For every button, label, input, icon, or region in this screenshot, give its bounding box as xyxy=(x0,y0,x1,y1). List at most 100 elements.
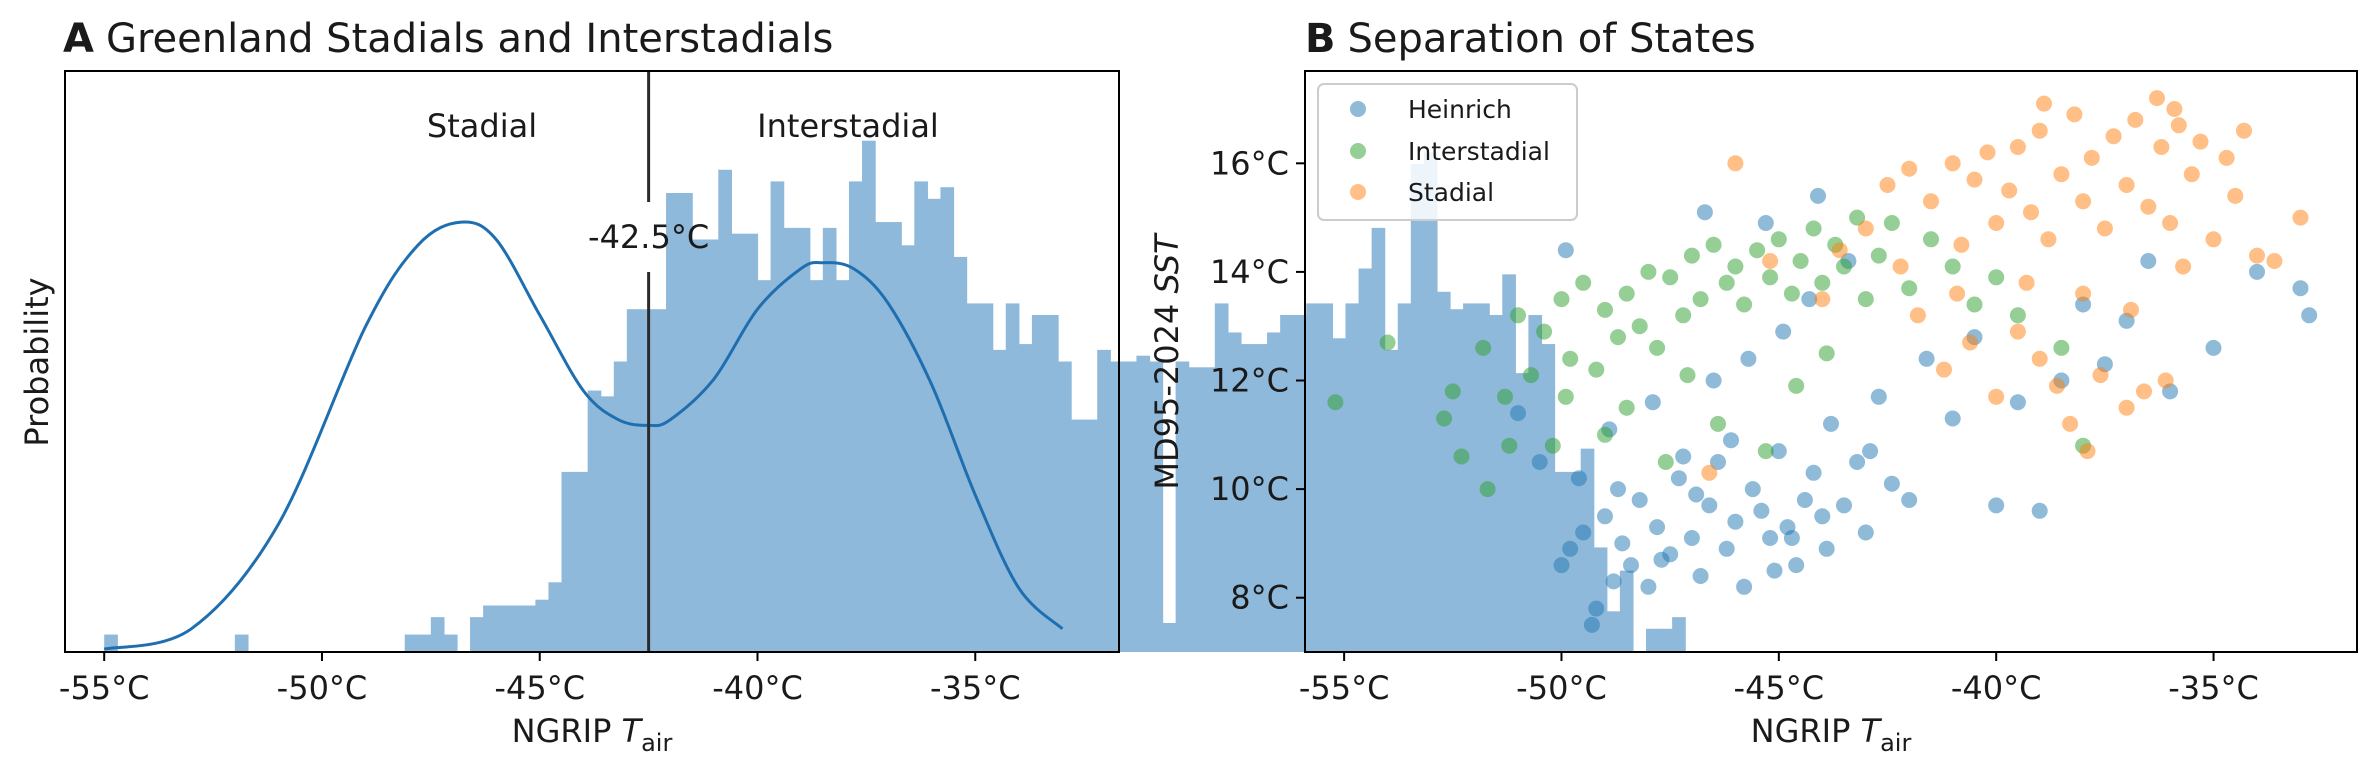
scatter-point-heinrich xyxy=(1753,502,1770,519)
interstadial-label: Interstadial xyxy=(757,107,939,145)
histogram-bar xyxy=(1254,344,1268,652)
scatter-point-heinrich xyxy=(1766,562,1783,579)
scatter-point-interstadial xyxy=(1883,215,1900,231)
scatter-point-interstadial xyxy=(1792,253,1809,269)
scatter-point-heinrich xyxy=(1701,497,1718,514)
panel-b-y-label: MD95-2024 SST xyxy=(1148,232,1186,490)
histogram-bar xyxy=(705,239,719,653)
scatter-point-heinrich xyxy=(1944,410,1961,427)
scatter-point-interstadial xyxy=(1870,247,1887,264)
panel-b-letter: B xyxy=(1305,16,1336,62)
scatter-point-interstadial xyxy=(1597,426,1613,443)
histogram-bar xyxy=(783,227,798,652)
scatter-point-heinrich xyxy=(1675,448,1692,465)
histogram-bar xyxy=(1084,419,1098,652)
panel-a-x-label: NGRIP Tair xyxy=(512,712,673,757)
scatter-point-heinrich xyxy=(1705,372,1722,389)
scatter-point-stadial xyxy=(1762,253,1779,269)
panel-b-x-ticks: -55°C -50°C -45°C -40°C -35°C xyxy=(1299,652,2259,707)
histogram-bar xyxy=(1515,373,1530,652)
histogram-bar xyxy=(992,349,1007,652)
y-tick-label: 16°C xyxy=(1210,144,1289,182)
histogram-bar xyxy=(587,390,602,652)
scatter-point-heinrich xyxy=(2301,307,2318,324)
histogram-bar xyxy=(1619,570,1634,652)
scatter-point-interstadial xyxy=(1436,410,1453,427)
scatter-point-heinrich xyxy=(1762,530,1779,546)
scatter-point-stadial xyxy=(2092,367,2109,384)
scatter-point-interstadial xyxy=(2009,307,2026,324)
scatter-point-interstadial xyxy=(1557,388,1574,405)
scatter-point-stadial xyxy=(2118,399,2135,416)
scatter-point-heinrich xyxy=(1718,540,1735,557)
scatter-point-interstadial xyxy=(1679,367,1696,384)
scatter-point-interstadial xyxy=(1944,258,1961,275)
histogram-bar xyxy=(1306,303,1320,652)
histogram-bar xyxy=(1476,303,1490,652)
scatter-point-heinrich xyxy=(1783,530,1800,546)
scatter-point-stadial xyxy=(2123,301,2139,318)
scatter-point-heinrich xyxy=(1823,415,1839,432)
histogram-bar xyxy=(679,193,693,652)
scatter-point-interstadial xyxy=(1788,377,1805,394)
scatter-point-interstadial xyxy=(1923,231,1939,248)
histogram-bar xyxy=(1267,332,1281,652)
scatter-point-heinrich xyxy=(1614,535,1631,552)
histogram-bar xyxy=(1345,303,1360,652)
scatter-point-stadial xyxy=(2018,274,2035,291)
scatter-point-heinrich xyxy=(1670,470,1687,487)
histogram-bar xyxy=(888,222,902,652)
histogram-bar xyxy=(613,361,628,652)
scatter-point-stadial xyxy=(2136,383,2152,400)
histogram-bar xyxy=(1136,355,1151,652)
histogram-bar xyxy=(1162,622,1177,652)
scatter-point-heinrich xyxy=(1605,573,1622,590)
x-tick-label: -45°C xyxy=(1734,669,1825,707)
histogram-bar xyxy=(927,198,942,652)
x-tick-label: -40°C xyxy=(712,669,803,707)
histogram-bar xyxy=(1659,628,1673,652)
histogram-bar xyxy=(718,169,732,652)
scatter-point-interstadial xyxy=(1510,307,1526,324)
scatter-point-stadial xyxy=(2205,231,2222,248)
histogram-bar xyxy=(404,634,419,652)
x-tick-label: -50°C xyxy=(277,669,368,707)
scatter-point-interstadial xyxy=(1836,258,1852,275)
scatter-point-stadial xyxy=(2227,187,2244,204)
scatter-point-stadial xyxy=(2153,139,2170,155)
scatter-point-heinrich xyxy=(1644,394,1661,411)
histogram-bar xyxy=(522,605,536,652)
scatter-point-heinrich xyxy=(1653,551,1670,568)
legend-label-stadial: Stadial xyxy=(1408,178,1494,207)
scatter-point-stadial xyxy=(2075,285,2092,302)
histogram-bar xyxy=(1240,344,1255,652)
scatter-point-heinrich xyxy=(1727,513,1744,530)
scatter-point-interstadial xyxy=(1705,236,1722,253)
scatter-point-heinrich xyxy=(1788,557,1805,574)
scatter-point-stadial xyxy=(1857,220,1874,237)
histogram-bar xyxy=(548,582,563,652)
histogram-bar xyxy=(731,233,746,652)
histogram-bar xyxy=(1188,367,1203,652)
scatter-point-interstadial xyxy=(1762,269,1779,286)
histogram-bar xyxy=(862,140,876,652)
scatter-point-stadial xyxy=(1923,193,1939,210)
scatter-point-stadial xyxy=(2036,95,2052,112)
panel-b-frame xyxy=(1304,70,2358,653)
histogram-bar xyxy=(875,222,889,652)
panel-b-y-ticks: 8°C 10°C 12°C 14°C 16°C xyxy=(1210,144,1305,617)
scatter-point-heinrich xyxy=(1805,464,1822,481)
legend-label-interstadial: Interstadial xyxy=(1408,137,1550,166)
scatter-point-stadial xyxy=(2023,204,2039,221)
scatter-point-heinrich xyxy=(1588,600,1605,617)
histogram-bar xyxy=(757,280,772,652)
histogram-bars xyxy=(104,140,1686,653)
histogram-bar xyxy=(1384,349,1399,652)
scatter-point-stadial xyxy=(2218,149,2235,166)
scatter-point-heinrich xyxy=(1836,497,1852,514)
scatter-point-heinrich xyxy=(1918,350,1935,367)
x-tick-label: -45°C xyxy=(494,669,585,707)
scatter-point-interstadial xyxy=(1553,291,1570,308)
scatter-point-interstadial xyxy=(1727,258,1744,275)
